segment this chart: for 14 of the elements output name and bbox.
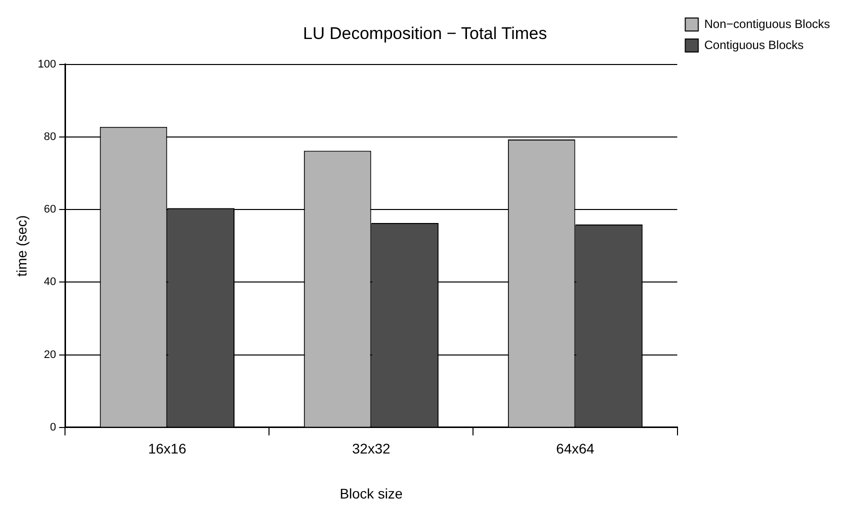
- y-tick-label: 20: [44, 348, 56, 361]
- y-tick-label: 100: [38, 58, 56, 70]
- x-tick-label: 64x64: [556, 440, 595, 457]
- legend-label: Non−contiguous Blocks: [704, 16, 830, 31]
- chart-title: LU Decomposition − Total Times: [303, 24, 547, 43]
- y-axis-title: time (sec): [13, 215, 30, 277]
- x-tick-label: 16x16: [148, 440, 186, 457]
- legend-label: Contiguous Blocks: [704, 38, 804, 52]
- x-tick-label: 32x32: [352, 440, 390, 457]
- x-axis-title: Block size: [340, 485, 403, 502]
- y-tick-label: 0: [50, 421, 56, 434]
- y-tick-label: 80: [44, 131, 56, 144]
- y-tick-label: 60: [44, 204, 56, 216]
- y-tick-label: 40: [44, 276, 56, 288]
